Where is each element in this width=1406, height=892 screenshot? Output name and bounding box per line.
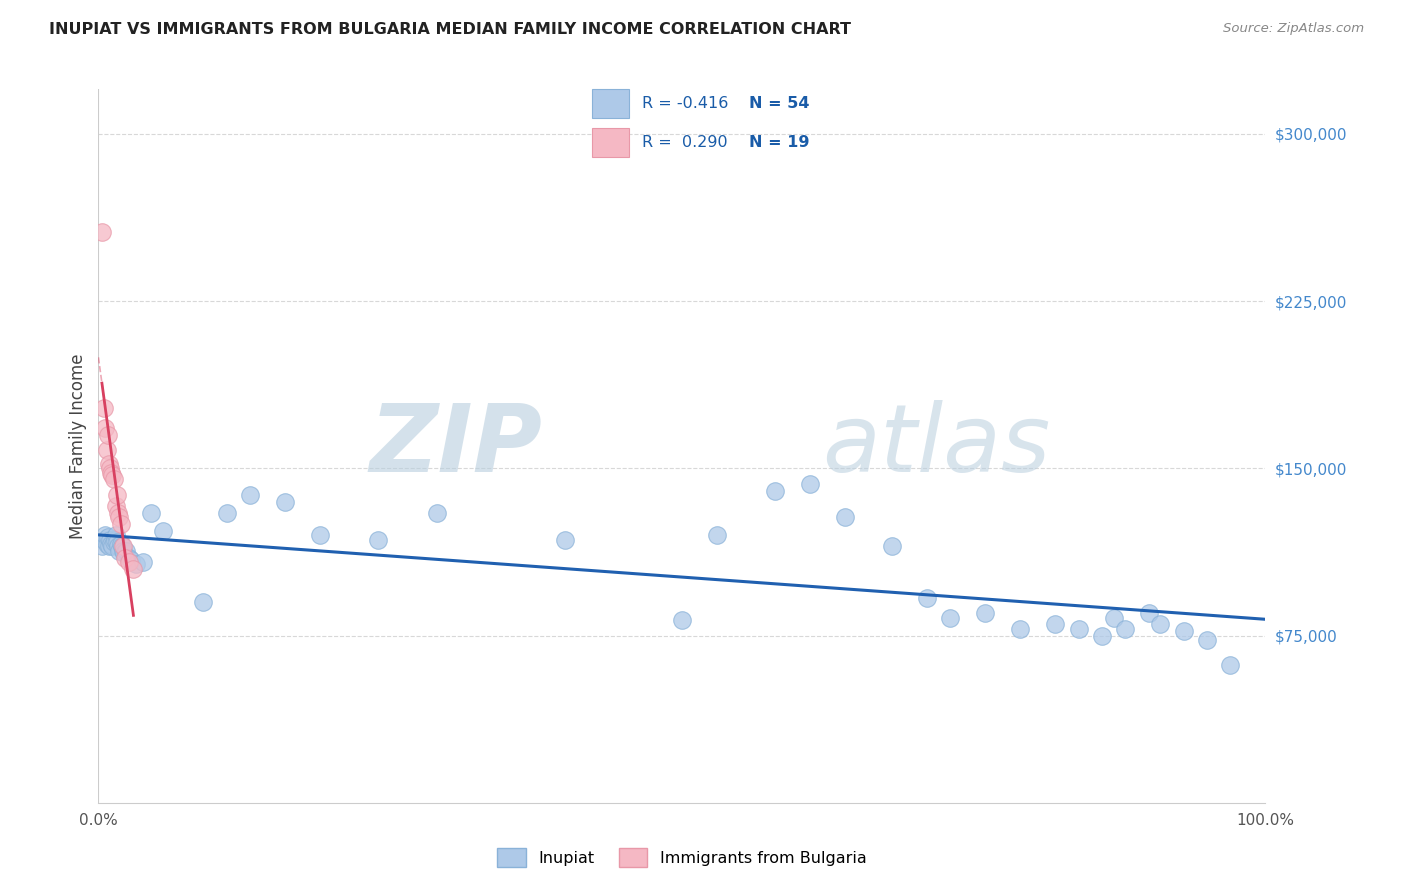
Inupiat	[152, 524, 174, 538]
Inupiat	[125, 557, 148, 571]
Inupiat	[100, 537, 122, 551]
Inupiat	[671, 613, 693, 627]
Inupiat	[90, 539, 112, 553]
Inupiat	[309, 528, 332, 542]
Inupiat	[799, 476, 821, 491]
Text: N = 54: N = 54	[749, 95, 810, 111]
Immigrants from Bulgaria	[93, 401, 115, 415]
Y-axis label: Median Family Income: Median Family Income	[69, 353, 87, 539]
Inupiat	[104, 528, 127, 542]
Immigrants from Bulgaria	[108, 510, 131, 524]
Inupiat	[706, 528, 728, 542]
Inupiat	[915, 591, 938, 605]
Immigrants from Bulgaria	[107, 506, 129, 520]
Inupiat	[120, 552, 142, 567]
Text: ZIP: ZIP	[368, 400, 541, 492]
Inupiat	[110, 537, 132, 551]
Inupiat	[367, 533, 389, 547]
Inupiat	[97, 539, 120, 553]
Immigrants from Bulgaria	[94, 421, 117, 435]
Immigrants from Bulgaria	[114, 550, 136, 565]
Inupiat	[974, 607, 997, 621]
Inupiat	[103, 534, 125, 549]
Inupiat	[1102, 610, 1125, 624]
Inupiat	[97, 530, 120, 544]
Inupiat	[763, 483, 786, 498]
Inupiat	[139, 506, 162, 520]
Immigrants from Bulgaria	[97, 457, 120, 471]
Inupiat	[1149, 617, 1171, 632]
Inupiat	[880, 539, 903, 553]
Immigrants from Bulgaria	[90, 225, 112, 239]
Inupiat	[108, 543, 131, 558]
Inupiat	[1045, 617, 1067, 632]
Inupiat	[834, 510, 856, 524]
Inupiat	[1173, 624, 1195, 639]
Immigrants from Bulgaria	[122, 562, 145, 576]
Immigrants from Bulgaria	[110, 516, 132, 531]
Inupiat	[118, 550, 141, 565]
Inupiat	[132, 555, 155, 569]
Immigrants from Bulgaria	[111, 539, 134, 553]
Immigrants from Bulgaria	[96, 443, 118, 458]
Immigrants from Bulgaria	[104, 499, 127, 513]
Inupiat	[1137, 607, 1160, 621]
Inupiat	[215, 506, 238, 520]
Inupiat	[554, 533, 576, 547]
Inupiat	[96, 537, 118, 551]
Immigrants from Bulgaria	[97, 427, 120, 442]
Inupiat	[939, 610, 962, 624]
Inupiat	[111, 539, 134, 553]
Inupiat	[104, 533, 127, 547]
Inupiat	[193, 595, 215, 609]
Inupiat	[111, 543, 134, 558]
Inupiat	[274, 494, 297, 508]
Inupiat	[105, 534, 128, 549]
FancyBboxPatch shape	[592, 128, 628, 157]
Text: atlas: atlas	[823, 401, 1050, 491]
Inupiat	[1114, 622, 1136, 636]
Inupiat	[115, 543, 138, 558]
Inupiat	[1010, 622, 1032, 636]
Legend: Inupiat, Immigrants from Bulgaria: Inupiat, Immigrants from Bulgaria	[491, 842, 873, 873]
Inupiat	[107, 539, 129, 553]
Inupiat	[1195, 633, 1218, 648]
Immigrants from Bulgaria	[105, 488, 128, 502]
Immigrants from Bulgaria	[100, 466, 122, 480]
Inupiat	[93, 533, 115, 547]
Immigrants from Bulgaria	[118, 555, 141, 569]
Immigrants from Bulgaria	[101, 467, 124, 482]
Inupiat	[98, 533, 121, 547]
Inupiat	[112, 546, 135, 560]
Text: N = 19: N = 19	[749, 135, 810, 150]
Inupiat	[426, 506, 449, 520]
Inupiat	[94, 528, 117, 542]
Inupiat	[1091, 628, 1114, 642]
Text: R = -0.416: R = -0.416	[643, 95, 728, 111]
Inupiat	[239, 488, 262, 502]
Immigrants from Bulgaria	[103, 472, 125, 486]
Inupiat	[1067, 622, 1090, 636]
Immigrants from Bulgaria	[98, 461, 121, 475]
Inupiat	[1219, 657, 1241, 672]
Text: INUPIAT VS IMMIGRANTS FROM BULGARIA MEDIAN FAMILY INCOME CORRELATION CHART: INUPIAT VS IMMIGRANTS FROM BULGARIA MEDI…	[49, 22, 851, 37]
FancyBboxPatch shape	[592, 89, 628, 118]
Text: R =  0.290: R = 0.290	[643, 135, 728, 150]
Text: Source: ZipAtlas.com: Source: ZipAtlas.com	[1223, 22, 1364, 36]
Inupiat	[101, 539, 124, 553]
